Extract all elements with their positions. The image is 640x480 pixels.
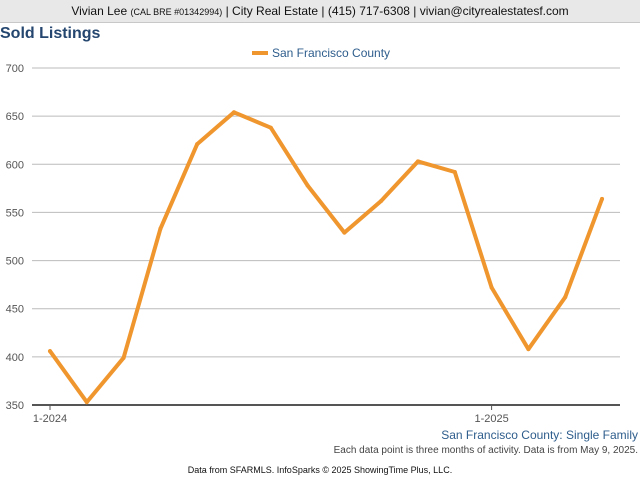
- data-point: [121, 355, 126, 360]
- data-note: Each data point is three months of activ…: [333, 445, 638, 456]
- agent-email[interactable]: vivian@cityrealestatesf.com: [419, 4, 569, 18]
- data-point: [452, 169, 457, 174]
- agent-phone[interactable]: (415) 717-6308: [327, 4, 410, 18]
- data-point: [158, 226, 163, 231]
- y-tick-label: 500: [6, 256, 24, 268]
- legend-label: San Francisco County: [272, 46, 390, 60]
- agent-license: (CAL BRE #01342994): [130, 7, 223, 17]
- agent-header-bar: Vivian Lee (CAL BRE #01342994) | City Re…: [0, 0, 640, 23]
- header-separator: |: [225, 4, 229, 18]
- data-point: [379, 198, 384, 203]
- y-tick-label: 650: [6, 111, 24, 123]
- agent-name: Vivian Lee: [71, 4, 128, 18]
- data-point: [195, 142, 200, 147]
- data-point: [342, 230, 347, 235]
- header-separator: |: [321, 4, 325, 18]
- chart-subtitle: San Francisco County: Single Family: [441, 428, 638, 442]
- data-point: [268, 125, 273, 130]
- data-point: [84, 400, 89, 405]
- y-tick-label: 700: [6, 63, 24, 75]
- chart-title: Sold Listings: [0, 25, 101, 42]
- y-tick-label: 350: [6, 400, 24, 412]
- company-name: City Real Estate: [232, 4, 319, 18]
- data-point: [305, 183, 310, 188]
- y-tick-label: 600: [6, 159, 24, 171]
- data-point: [489, 285, 494, 290]
- y-tick-label: 400: [6, 352, 24, 364]
- data-point: [416, 159, 420, 164]
- y-tick-label: 550: [6, 207, 24, 219]
- header-separator: |: [413, 4, 417, 18]
- x-tick-label: 1-2024: [33, 413, 67, 425]
- data-point: [48, 349, 52, 354]
- x-tick-label: 1-2025: [474, 413, 508, 425]
- data-source-footer: Data from SFARMLS. InfoSparks © 2025 Sho…: [187, 465, 453, 475]
- data-point: [600, 196, 604, 201]
- data-point: [563, 295, 568, 300]
- data-point: [232, 110, 236, 115]
- y-tick-label: 450: [6, 304, 24, 316]
- data-point: [526, 347, 531, 352]
- series-line: [48, 110, 604, 405]
